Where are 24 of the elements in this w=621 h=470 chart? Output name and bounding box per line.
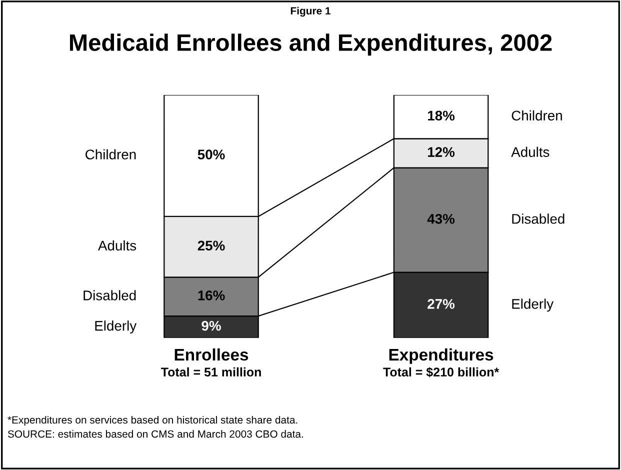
text: Disabled [84,290,136,300]
series-label: Elderly [512,298,554,312]
text: *Expenditures on services based on historical state share data. [8,416,298,426]
data-label: 43% [427,214,455,224]
text: Children [86,149,136,160]
series-label: Children [512,110,562,121]
text: Total = $210 billion* [383,367,500,378]
series-label: Adults [511,146,550,157]
data-label: 50% [198,150,225,160]
data-label: 27% [428,299,455,309]
x-tick-label: Expenditures [389,348,494,364]
chart-subtitle: Figure 1 [290,6,330,17]
source-note: SOURCE: estimates based on CMS and March 2003 CBO data. [8,430,303,438]
data-label: 9% [202,320,221,331]
x-tick-label: Enrollees [174,348,248,361]
chart-title: Medicaid Enrollees and Expenditures, 2002 [70,34,552,56]
data-label: 25% [198,240,225,251]
text: Elderly [95,320,137,334]
text: Total = 51 million [160,367,261,377]
series-label: Disabled [512,214,564,224]
text: Adults [98,240,136,251]
data-label: 16% [198,290,225,300]
data-label: 18% [428,110,455,121]
data-label: 12% [428,147,455,157]
